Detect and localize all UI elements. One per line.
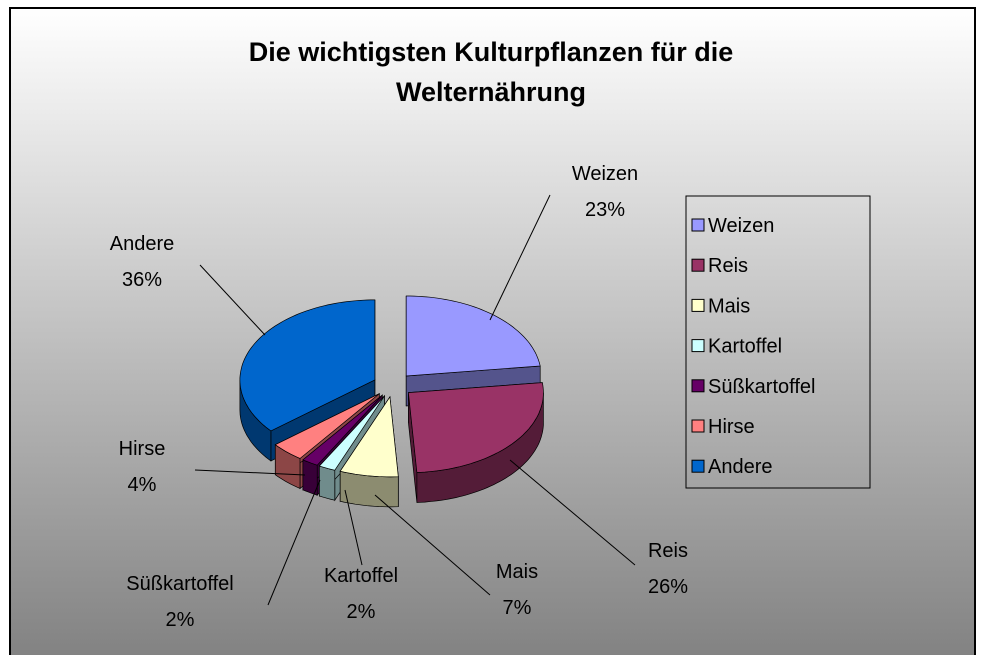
leader-line: [509, 459, 636, 566]
leader-line: [267, 479, 321, 606]
slice: [408, 382, 544, 473]
slice: [318, 395, 385, 471]
data-label-name: Süßkartoffel: [126, 573, 233, 595]
data-label-name: Hirse: [119, 438, 166, 460]
legend-swatch: [691, 218, 705, 232]
data-label-name: Mais: [496, 561, 538, 583]
legend-label: Weizen: [708, 215, 774, 237]
data-label: 23%: [585, 199, 625, 221]
legend-label: Andere: [708, 456, 773, 478]
leader-line: [194, 469, 306, 476]
slice: [274, 393, 380, 459]
leader-line: [489, 194, 551, 321]
legend-box: [685, 195, 871, 489]
legend-label: Reis: [708, 255, 748, 277]
legend-swatch: [691, 459, 705, 473]
data-label: 26%: [648, 576, 688, 598]
legend-label: Süßkartoffel: [708, 376, 815, 398]
data-label: 36%: [122, 269, 162, 291]
legend-swatch: [691, 339, 705, 353]
slice: [405, 295, 541, 377]
data-label: 4%: [128, 474, 157, 496]
leader-line: [374, 494, 491, 596]
chart-title: Die wichtigsten Kulturpflanzen für die W…: [248, 37, 734, 107]
data-label-name: Andere: [110, 233, 175, 255]
leader-line: [199, 264, 266, 336]
data-label: 2%: [347, 601, 376, 623]
slice-wall: [319, 465, 336, 501]
leader-line: [344, 489, 363, 566]
data-label: 7%: [503, 597, 532, 619]
data-label-name: Reis: [648, 540, 688, 562]
legend-label: Hirse: [708, 416, 755, 438]
legend-swatch: [691, 258, 705, 272]
slice: [339, 395, 399, 478]
slice-wall: [302, 459, 318, 496]
data-label: 2%: [166, 609, 195, 631]
data-label-name: Kartoffel: [324, 565, 398, 587]
legend-swatch: [691, 298, 705, 312]
slice: [302, 394, 383, 466]
legend-label: Mais: [708, 295, 750, 317]
legend-swatch: [691, 419, 705, 433]
legend-swatch: [691, 379, 705, 393]
slice: [239, 299, 376, 432]
legend-label: Kartoffel: [708, 336, 782, 358]
data-label-name: Weizen: [572, 163, 638, 185]
